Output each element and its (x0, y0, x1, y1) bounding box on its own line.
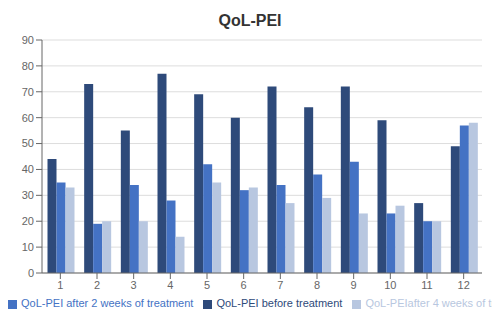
svg-text:5: 5 (204, 279, 210, 291)
svg-text:10: 10 (384, 279, 396, 291)
html-text:QoL-PEI before treatment: QoL-PEI before treatment (216, 297, 343, 309)
svg-text:6: 6 (241, 279, 247, 291)
html-text:QoL-PEI after 2 weeks of treat: QoL-PEI after 2 weeks of treatment (21, 297, 194, 309)
svg-text:80: 80 (22, 60, 34, 72)
svg-text:50: 50 (22, 137, 34, 149)
svg-text:10: 10 (22, 241, 34, 253)
svg-text:2: 2 (94, 279, 100, 291)
html-text:QoL-PEI: QoL-PEI (218, 12, 282, 29)
svg-text:1: 1 (57, 279, 63, 291)
svg-text:20: 20 (22, 215, 34, 227)
svg-text:40: 40 (22, 163, 34, 175)
svg-text:9: 9 (351, 279, 357, 291)
svg-text:70: 70 (22, 86, 34, 98)
svg-text:3: 3 (131, 279, 137, 291)
svg-text:60: 60 (22, 112, 34, 124)
svg-text:90: 90 (22, 34, 34, 46)
svg-text:8: 8 (314, 279, 320, 291)
svg-text:30: 30 (22, 189, 34, 201)
svg-text:7: 7 (277, 279, 283, 291)
svg-text:4: 4 (167, 279, 173, 291)
svg-text:11: 11 (421, 279, 432, 291)
svg-text:0: 0 (28, 267, 34, 279)
svg-text:12: 12 (458, 279, 470, 291)
